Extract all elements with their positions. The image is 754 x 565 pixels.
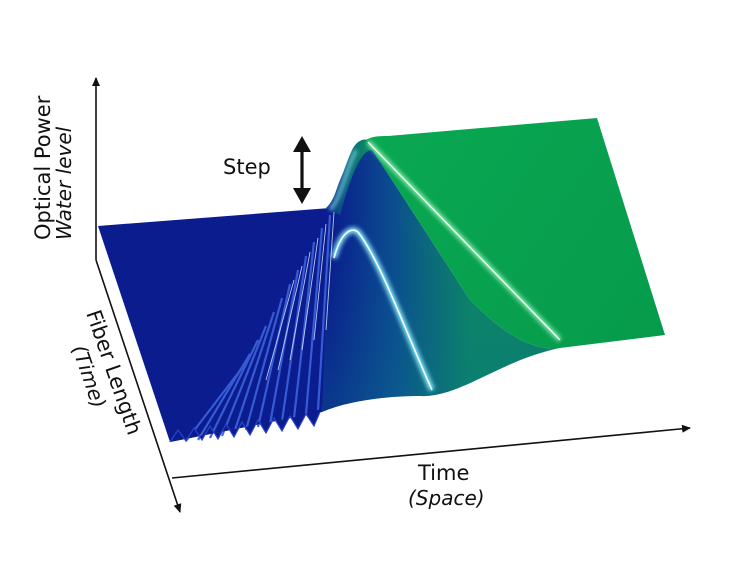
wave-surface	[98, 118, 665, 448]
high-level-plane	[366, 118, 665, 349]
ripple	[244, 297, 284, 431]
step-arrow-up-head	[293, 136, 311, 152]
ripple	[232, 311, 276, 434]
shock-wave-ripples	[185, 214, 332, 442]
ripple-crest	[289, 251, 311, 361]
step-indicator	[293, 136, 311, 204]
ripple	[220, 325, 268, 437]
ripple	[292, 241, 316, 419]
crest-line-left-core	[333, 229, 433, 391]
shock-front-edge	[169, 411, 321, 443]
ripple-crests	[265, 211, 335, 381]
ripple	[316, 214, 332, 411]
crest-line-right-core	[367, 141, 561, 341]
ripple-crest	[277, 265, 303, 371]
vertical-axis-label: Optical Power	[31, 95, 55, 240]
ripple	[209, 339, 259, 439]
ripple	[185, 367, 243, 442]
rarefaction-shade	[322, 140, 560, 412]
ripple	[256, 283, 292, 428]
step-label: Step	[223, 155, 271, 179]
depth-axis	[95, 259, 182, 513]
ripple-crest	[265, 279, 295, 381]
ripple-crest	[301, 237, 319, 351]
ripple	[268, 269, 300, 425]
ripple-crest	[325, 211, 335, 331]
horizontal-axis-sublabel: (Space)	[408, 486, 485, 510]
ripple-crest	[313, 223, 327, 341]
axes	[92, 77, 691, 513]
horizontal-axis-label: Time	[417, 461, 469, 485]
vertical-axis-sublabel: Water level	[52, 126, 76, 240]
step-arrow-down-head	[293, 188, 311, 204]
step-crest	[328, 149, 358, 212]
horizontal-axis	[171, 424, 691, 479]
ripple	[304, 227, 324, 415]
